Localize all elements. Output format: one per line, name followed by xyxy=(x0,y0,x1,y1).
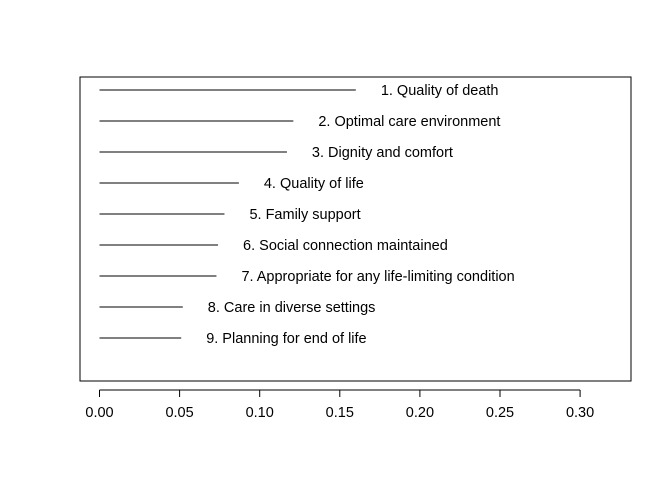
bar-label-5: 5. Family support xyxy=(249,207,360,223)
x-tick-label-4: 0.20 xyxy=(406,405,434,421)
bar-label-9: 9. Planning for end of life xyxy=(206,331,366,347)
bar-label-6: 6. Social connection maintained xyxy=(243,238,448,254)
bar-labels-layer: 1. Quality of death 2. Optimal care envir… xyxy=(206,83,514,347)
bar-label-1: 1. Quality of death xyxy=(381,83,499,99)
bar-label-2: 2. Optimal care environment xyxy=(318,114,500,130)
x-tick-label-5: 0.25 xyxy=(486,405,514,421)
bars-layer xyxy=(99,89,356,339)
x-tick-label-3: 0.15 xyxy=(326,405,354,421)
x-tick-label-6: 0.30 xyxy=(566,405,594,421)
x-tick-label-1: 0.05 xyxy=(165,405,193,421)
x-tick-label-2: 0.10 xyxy=(246,405,274,421)
bar-label-4: 4. Quality of life xyxy=(264,176,364,192)
plot-frame xyxy=(79,76,632,382)
bar-label-7: 7. Appropriate for any life-limiting con… xyxy=(241,269,514,285)
bar-label-8: 8. Care in diverse settings xyxy=(208,300,376,316)
x-axis: 0.00 0.05 0.10 0.15 0.20 0.25 0.30 xyxy=(85,389,594,421)
bar-label-3: 3. Dignity and comfort xyxy=(312,145,453,161)
x-tick-label-0: 0.00 xyxy=(85,405,113,421)
